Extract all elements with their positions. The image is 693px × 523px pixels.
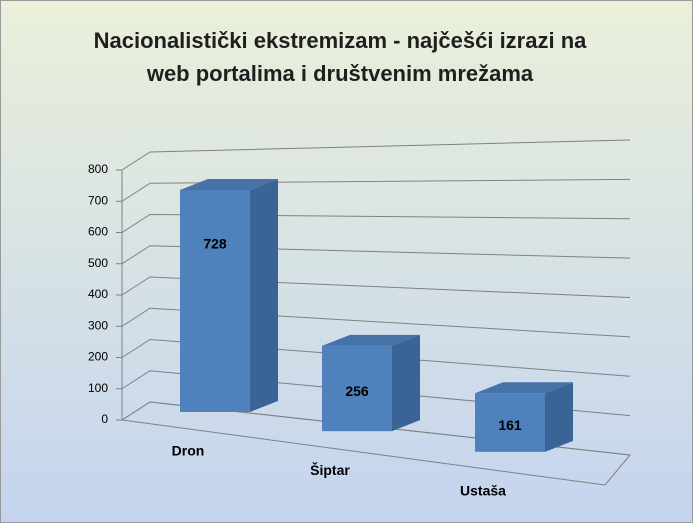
y-tick-label: 300 — [88, 318, 108, 332]
grid-line — [121, 370, 631, 417]
y-tick-label: 100 — [88, 381, 108, 395]
y-tick-label: 700 — [88, 193, 108, 207]
x-tick-label: Šiptar — [310, 461, 350, 478]
chart-title: Nacionalistički ekstremizam - najčešći i… — [93, 28, 587, 86]
bar-side — [392, 334, 420, 432]
y-tick-label: 200 — [88, 350, 108, 364]
grid-line — [121, 245, 631, 265]
grid-line — [121, 178, 631, 202]
bar-side — [250, 178, 278, 412]
y-tick-label: 800 — [88, 162, 108, 176]
y-tick-label: 400 — [88, 287, 108, 301]
bar-top — [475, 382, 573, 394]
y-tick-label: 500 — [88, 256, 108, 270]
grid-line — [121, 213, 631, 233]
grid-line — [121, 307, 631, 338]
bar — [322, 345, 392, 432]
bar — [475, 393, 545, 452]
grid-line — [121, 276, 631, 298]
y-tick-label: 0 — [101, 412, 108, 426]
bar — [180, 189, 250, 412]
grid-line — [121, 139, 631, 171]
y-tick-label: 600 — [88, 225, 108, 239]
grid-line — [121, 338, 631, 377]
grid-line — [121, 401, 631, 456]
bar-top — [322, 334, 420, 346]
value-label: 256 — [345, 383, 369, 399]
value-label: 161 — [498, 417, 522, 433]
x-tick-label: Ustaša — [460, 483, 506, 499]
bar-top — [180, 178, 278, 190]
bar-side — [545, 382, 573, 452]
x-tick-label: Dron — [172, 443, 205, 459]
value-label: 728 — [203, 236, 227, 252]
